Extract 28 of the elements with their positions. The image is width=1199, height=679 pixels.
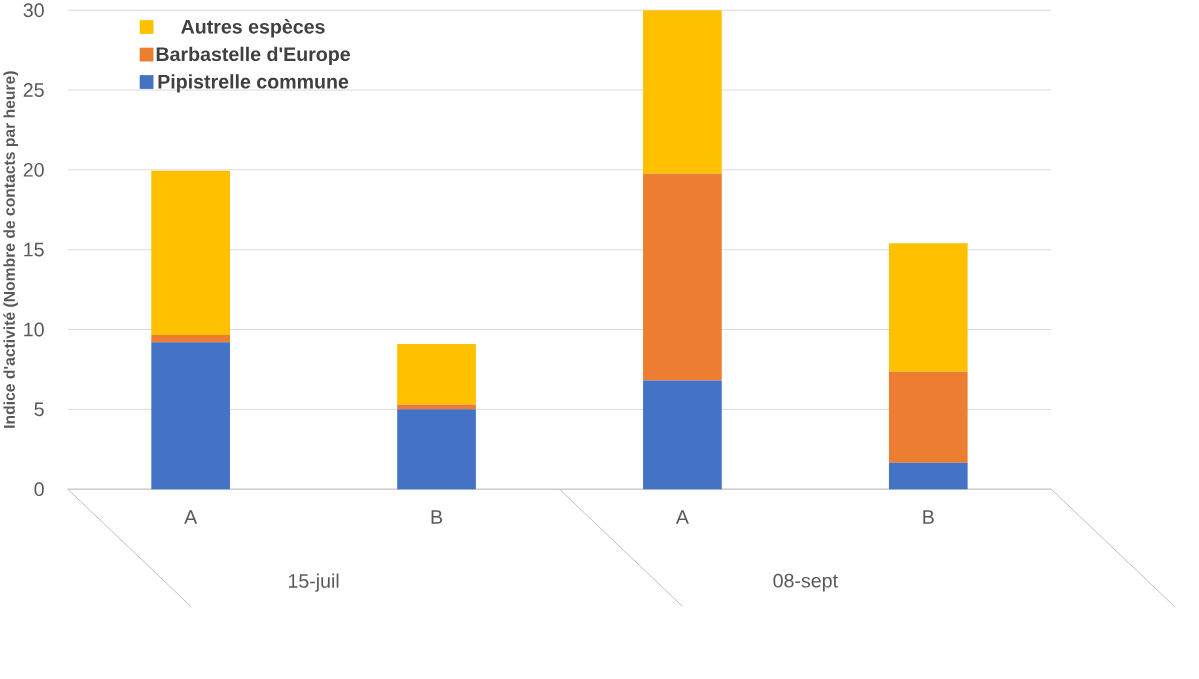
y-tick-label: 5 xyxy=(34,402,44,417)
bar xyxy=(643,173,722,381)
y-tick-label: 20 xyxy=(23,162,44,177)
bar xyxy=(151,342,230,490)
bar xyxy=(151,170,230,336)
legend-label: Pipistrelle commune xyxy=(158,74,349,93)
y-tick-label: 0 xyxy=(34,482,44,497)
y-tick-label: 15 xyxy=(24,242,44,257)
legend-label: Barbastelle d'Europe xyxy=(156,46,350,65)
bar xyxy=(888,243,968,372)
legend-label: Autres espèces xyxy=(181,19,325,38)
y-axis-title: Indice d'activité (Nombre de contacts par heure) xyxy=(3,71,19,428)
y-tick-label: 30 xyxy=(23,3,44,18)
y-tick-label: 10 xyxy=(24,322,44,337)
text: 08-sept xyxy=(773,573,838,592)
bar xyxy=(397,409,476,490)
x-tick-label: B xyxy=(431,510,443,524)
bar xyxy=(151,335,230,343)
bar xyxy=(643,380,722,490)
x-tick-label: B xyxy=(923,510,934,524)
x-tick-label: A xyxy=(184,510,198,524)
bar xyxy=(888,462,968,490)
text: 15-juil xyxy=(288,573,339,592)
bar xyxy=(888,371,968,463)
y-tick-label: 25 xyxy=(23,83,44,97)
bar xyxy=(643,10,722,174)
x-tick-label: A xyxy=(675,510,689,524)
bar xyxy=(397,343,476,405)
